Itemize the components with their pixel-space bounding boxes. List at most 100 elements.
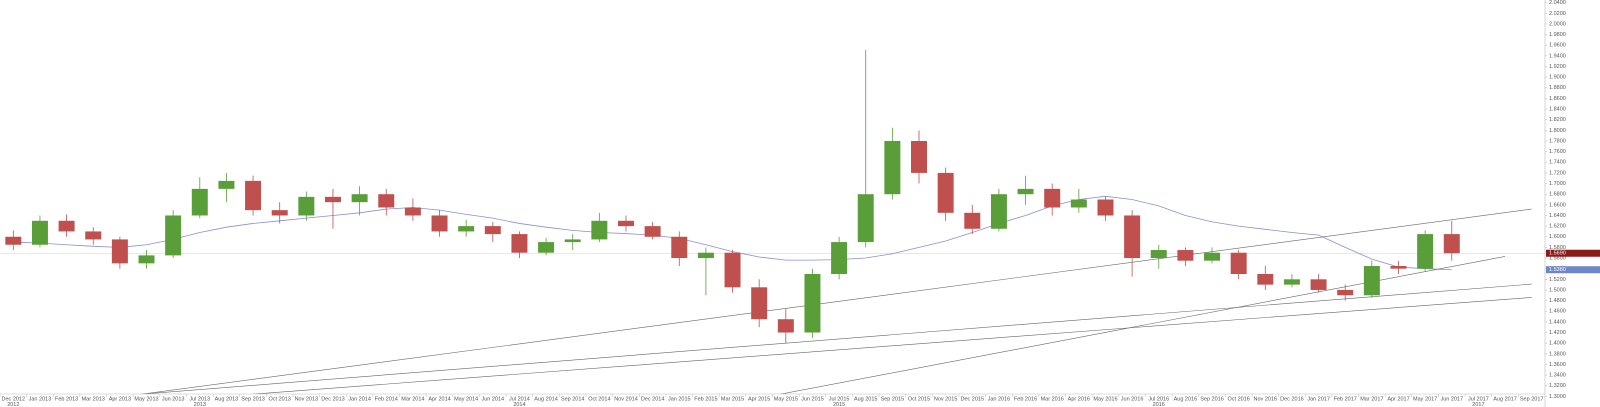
y-tick-label: 1.6800 [1549, 192, 1566, 198]
candle-body [431, 215, 448, 232]
y-tick-label: 1.9400 [1549, 53, 1566, 59]
x-tick-label: Jun 2013 [162, 396, 185, 402]
candle-body [671, 236, 688, 259]
x-tick-label: Mar 2015 [721, 396, 744, 402]
y-tick-label: 1.3600 [1549, 362, 1566, 368]
x-tick-label: Apr 2014 [428, 396, 450, 402]
x-tick-label: Feb 2016 [1014, 396, 1037, 402]
year-label: 2016 [1153, 402, 1165, 407]
x-tick-label: Nov 2013 [295, 396, 319, 402]
candle-body [724, 252, 741, 288]
y-tick-label: 1.6600 [1549, 202, 1566, 208]
candle-body [511, 234, 528, 253]
candle-body [1017, 188, 1034, 195]
candle-body [1177, 250, 1194, 261]
candle-body [564, 239, 581, 243]
y-tick-label: 1.3400 [1549, 373, 1566, 379]
candle-body [1390, 266, 1407, 269]
y-tick-label: 1.4600 [1549, 309, 1566, 315]
y-tick-label: 1.4200 [1549, 330, 1566, 336]
candle-body [538, 242, 555, 253]
y-tick-label: 1.5800 [1549, 245, 1566, 251]
candle-body [697, 252, 714, 259]
x-tick-label: Nov 2016 [1254, 396, 1278, 402]
x-tick-label: May 2017 [1413, 396, 1437, 402]
y-tick-label: 1.7800 [1549, 138, 1566, 144]
candle-body [31, 220, 48, 245]
candle-body [85, 231, 102, 240]
y-tick-label: 1.7000 [1549, 181, 1566, 187]
x-tick-label: Apr 2017 [1387, 396, 1409, 402]
y-tick-label: 1.8000 [1549, 128, 1566, 134]
candle-body [271, 210, 288, 216]
candle-body [298, 196, 315, 216]
y-tick-label: 1.4800 [1549, 298, 1566, 304]
year-label: 2014 [513, 402, 525, 407]
y-tick-label: 2.0200 [1549, 11, 1566, 17]
y-tick-label: 1.4000 [1549, 341, 1566, 347]
y-tick-label: 2.0400 [1549, 0, 1566, 6]
x-tick-label: May 2016 [1093, 396, 1117, 402]
x-tick-label: Aug 2014 [534, 396, 558, 402]
y-tick-label: 2.0000 [1549, 21, 1566, 27]
y-tick-label: 1.8800 [1549, 85, 1566, 91]
year-label: 2015 [833, 402, 845, 407]
x-tick-label: Sep 2017 [1520, 396, 1544, 402]
x-tick-label: Mar 2017 [1360, 396, 1383, 402]
candle-body [111, 239, 128, 264]
candle-body [1044, 188, 1061, 208]
candle-body [1097, 199, 1114, 216]
x-tick-label: Jan 2016 [988, 396, 1011, 402]
x-tick-label: Nov 2014 [614, 396, 638, 402]
x-tick-label: Jul 2016 [1148, 396, 1169, 402]
candle-body [644, 226, 661, 237]
x-tick-label: Jun 2016 [1121, 396, 1144, 402]
candle-body [1150, 250, 1167, 259]
y-tick-label: 1.9800 [1549, 32, 1566, 38]
x-tick-label: Dec 2014 [641, 396, 665, 402]
x-tick-label: Jul 2017 [1468, 396, 1489, 402]
candle-body [5, 236, 22, 245]
year-label: 2017 [1472, 402, 1484, 407]
x-tick-label: Jul 2013 [189, 396, 210, 402]
x-tick-label: Sep 2013 [241, 396, 265, 402]
x-tick-label: May 2013 [134, 396, 158, 402]
candle-body [378, 194, 395, 208]
candle-body [1417, 234, 1434, 269]
x-tick-label: Mar 2016 [1041, 396, 1064, 402]
y-tick-label: 1.9000 [1549, 75, 1566, 81]
x-tick-label: Sep 2016 [1200, 396, 1224, 402]
x-tick-label: Aug 2016 [1174, 396, 1198, 402]
y-tick-label: 1.4400 [1549, 319, 1566, 325]
x-tick-label: Oct 2013 [269, 396, 291, 402]
x-tick-label: Jan 2015 [668, 396, 691, 402]
plot-area [0, 50, 1545, 394]
candle-body [1070, 199, 1087, 208]
x-tick-label: Feb 2014 [375, 396, 398, 402]
candle-body [191, 188, 208, 216]
x-tick-label: Aug 2017 [1493, 396, 1517, 402]
x-tick-label: Mar 2013 [82, 396, 105, 402]
x-tick-label: Sep 2014 [561, 396, 585, 402]
price-label: 1.5690 [1549, 251, 1566, 257]
x-tick-label: Mar 2014 [401, 396, 424, 402]
x-tick-label: Jul 2015 [829, 396, 850, 402]
x-tick-label: May 2015 [774, 396, 798, 402]
candle-body [964, 212, 981, 229]
x-tick-label: Jun 2015 [801, 396, 824, 402]
x-tick-label: Apr 2015 [748, 396, 770, 402]
candle-body [937, 172, 954, 213]
y-tick-label: 1.7200 [1549, 170, 1566, 176]
candle-body [884, 140, 901, 195]
y-tick-label: 1.8200 [1549, 117, 1566, 123]
x-tick-label: Dec 2012 [2, 396, 26, 402]
y-tick-label: 1.9600 [1549, 43, 1566, 49]
y-tick-label: 1.8400 [1549, 107, 1566, 113]
y-tick-label: 1.3000 [1549, 394, 1566, 400]
candle-body [1443, 234, 1460, 254]
y-tick-label: 1.7600 [1549, 149, 1566, 155]
candle-body [990, 194, 1007, 229]
year-label: 2013 [194, 402, 206, 407]
x-tick-label: Apr 2016 [1068, 396, 1090, 402]
x-tick-label: Aug 2015 [854, 396, 878, 402]
